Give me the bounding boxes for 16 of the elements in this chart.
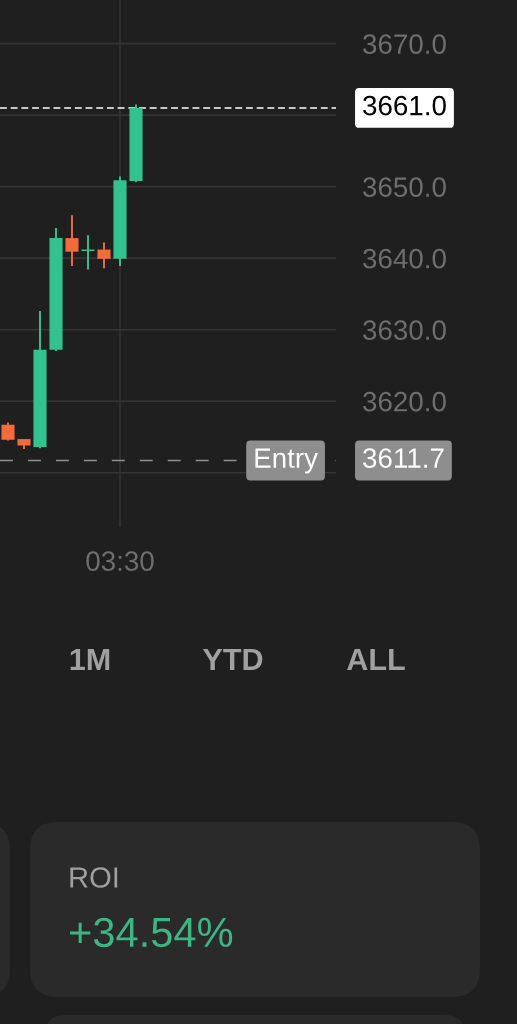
candlestick [97,241,111,270]
y-tick-label: 3630.0 [363,320,446,340]
text: ALL [347,648,405,670]
y-tick-label: 3650.0 [363,177,446,197]
ref-line-label: Entry [255,448,318,474]
x-tick-label: 03:30 [86,551,154,572]
text: 1M [70,648,110,670]
text: +34.54% [70,917,233,948]
text: 3611.7 [363,448,444,468]
y-tick-label: 3640.0 [363,248,446,269]
candlestick [65,214,79,267]
y-tick-label: 3670.0 [363,34,446,54]
text: ROI [70,867,118,888]
text: 3661.0 [363,95,446,116]
text: YTD [202,648,263,670]
y-tick-label: 3620.0 [363,391,446,412]
